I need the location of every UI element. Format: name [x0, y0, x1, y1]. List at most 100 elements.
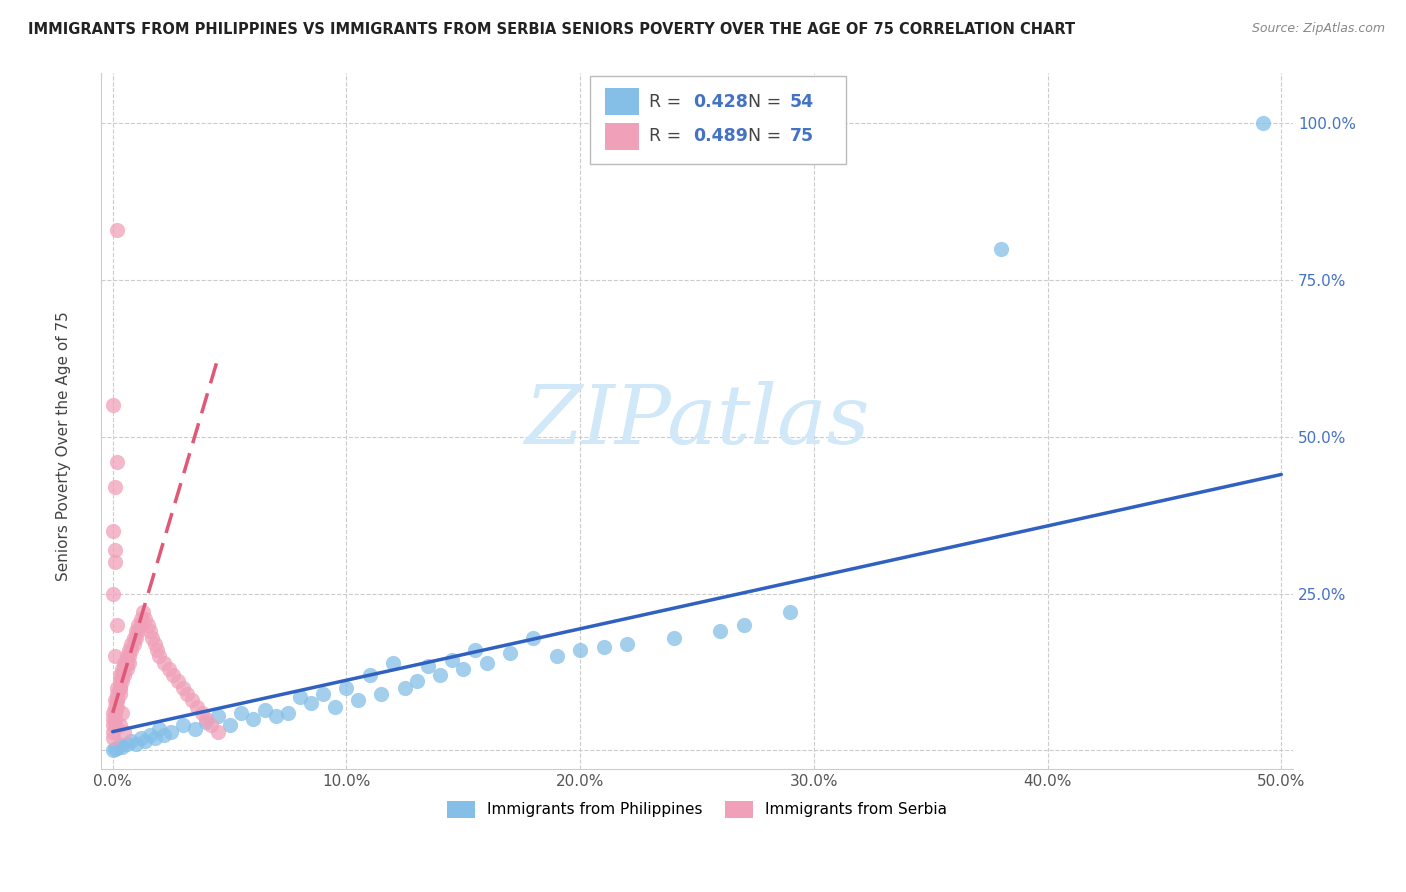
Point [990, 242, 1012, 256]
Point [733, 618, 755, 632]
Point [153, 656, 176, 670]
Point [105, 741, 128, 756]
Point [167, 674, 190, 689]
Text: N =: N = [748, 93, 787, 111]
Text: 0.489: 0.489 [693, 128, 748, 145]
Point [299, 697, 322, 711]
Text: 54: 54 [790, 93, 814, 111]
Point [112, 668, 135, 682]
Point [108, 674, 131, 689]
Point [108, 668, 131, 682]
Point [522, 631, 544, 645]
Point [218, 718, 240, 732]
Point [405, 674, 427, 689]
Point [186, 699, 208, 714]
Point [118, 643, 141, 657]
Point [200, 718, 222, 732]
Point [141, 631, 163, 645]
Point [127, 624, 149, 639]
Text: IMMIGRANTS FROM PHILIPPINES VS IMMIGRANTS FROM SERBIA SENIORS POVERTY OVER THE A: IMMIGRANTS FROM PHILIPPINES VS IMMIGRANT… [28, 22, 1076, 37]
Point [108, 739, 131, 753]
Point [108, 687, 131, 701]
Point [111, 674, 134, 689]
Point [172, 718, 194, 732]
Point [112, 724, 135, 739]
Point [157, 662, 180, 676]
Point [101, 731, 124, 745]
Text: R =: R = [650, 93, 688, 111]
Point [134, 734, 156, 748]
Legend: Immigrants from Philippines, Immigrants from Serbia: Immigrants from Philippines, Immigrants … [441, 795, 953, 824]
Point [288, 690, 311, 705]
Point [104, 706, 127, 720]
Point [101, 724, 124, 739]
Point [148, 649, 170, 664]
Point [181, 693, 204, 707]
Point [115, 662, 138, 676]
Text: Source: ZipAtlas.com: Source: ZipAtlas.com [1251, 22, 1385, 36]
Point [101, 712, 124, 726]
Point [125, 737, 148, 751]
Point [104, 542, 127, 557]
Point [104, 480, 127, 494]
Point [499, 646, 522, 660]
Point [312, 687, 335, 701]
Point [105, 681, 128, 695]
Point [429, 668, 451, 682]
Point [108, 681, 131, 695]
Point [709, 624, 731, 639]
Point [104, 649, 127, 664]
Point [101, 718, 124, 732]
Point [101, 399, 124, 413]
Point [101, 706, 124, 720]
Text: 0.428: 0.428 [693, 93, 748, 111]
Point [662, 631, 685, 645]
Point [139, 624, 162, 639]
Point [104, 742, 127, 756]
Point [160, 724, 183, 739]
Point [207, 709, 229, 723]
Point [335, 681, 357, 695]
Point [143, 731, 166, 745]
Point [153, 728, 176, 742]
Point [242, 712, 264, 726]
Point [104, 712, 127, 726]
Point [105, 687, 128, 701]
Point [277, 706, 299, 720]
Point [101, 587, 124, 601]
Point [172, 681, 194, 695]
Point [115, 649, 138, 664]
Point [112, 662, 135, 676]
Point [266, 709, 288, 723]
Point [207, 724, 229, 739]
Point [120, 734, 142, 748]
Point [125, 624, 148, 639]
Point [111, 662, 134, 676]
Text: Seniors Poverty Over the Age of 75: Seniors Poverty Over the Age of 75 [56, 311, 70, 581]
Point [323, 699, 346, 714]
Point [111, 706, 134, 720]
Point [105, 693, 128, 707]
Point [162, 668, 184, 682]
FancyBboxPatch shape [589, 77, 846, 163]
FancyBboxPatch shape [605, 123, 638, 150]
Point [440, 652, 463, 666]
Point [118, 649, 141, 664]
Point [108, 681, 131, 695]
Point [143, 637, 166, 651]
Point [129, 612, 152, 626]
Point [195, 715, 218, 730]
Point [176, 687, 198, 701]
Point [129, 731, 152, 745]
Point [120, 643, 142, 657]
Point [359, 668, 381, 682]
Point [382, 656, 405, 670]
Point [105, 693, 128, 707]
Point [129, 618, 152, 632]
Point [105, 223, 128, 237]
Point [111, 740, 134, 755]
Point [104, 555, 127, 569]
Point [104, 693, 127, 707]
Point [453, 662, 475, 676]
Point [115, 737, 138, 751]
